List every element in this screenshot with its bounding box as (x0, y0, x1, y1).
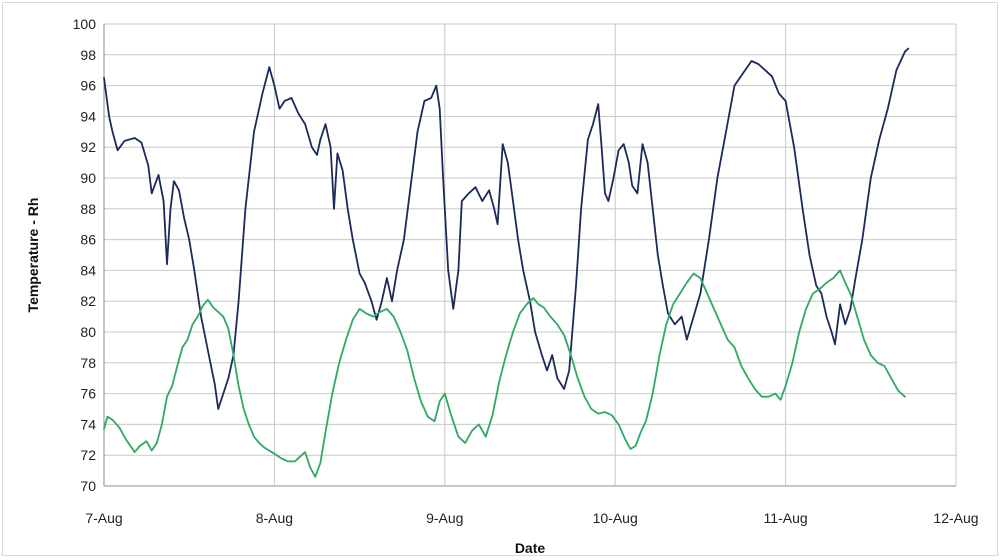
x-tick-label: 11-Aug (764, 510, 808, 526)
x-tick-label: 8-Aug (256, 510, 293, 526)
series-group (103, 47, 910, 478)
y-tick-label: 78 (80, 355, 96, 371)
x-tick-labels: 7-Aug 8-Aug 9-Aug 10-Aug 11-Aug 12-Aug (85, 510, 978, 526)
y-tick-label: 72 (80, 447, 96, 463)
y-tick-label: 80 (80, 324, 96, 340)
y-tick-labels: 70 72 74 76 78 80 82 84 86 88 90 92 94 96 98 100 (73, 16, 97, 494)
x-tick-label: 9-Aug (426, 510, 463, 526)
x-tick-label: 10-Aug (593, 510, 638, 526)
y-tick-label: 74 (80, 416, 96, 432)
y-tick-label: 70 (80, 478, 96, 494)
y-tick-label: 90 (80, 170, 96, 186)
y-axis-title: Temperature - Rh (25, 198, 41, 313)
y-tick-label: 88 (80, 201, 96, 217)
x-tick-label: 12-Aug (933, 510, 978, 526)
series-line-1 (103, 47, 910, 410)
y-tick-label: 92 (80, 139, 96, 155)
y-tick-label: 76 (80, 386, 96, 402)
y-tick-label: 94 (80, 108, 96, 124)
series-line-2 (103, 269, 906, 478)
gridlines (103, 23, 957, 487)
y-tick-label: 86 (80, 232, 96, 248)
y-tick-label: 96 (80, 78, 96, 94)
y-tick-label: 98 (80, 47, 96, 63)
x-axis-title: Date (515, 540, 546, 556)
y-tick-label: 82 (80, 293, 96, 309)
y-tick-label: 100 (73, 16, 97, 32)
y-tick-label: 84 (80, 262, 96, 278)
x-tick-label: 7-Aug (85, 510, 122, 526)
